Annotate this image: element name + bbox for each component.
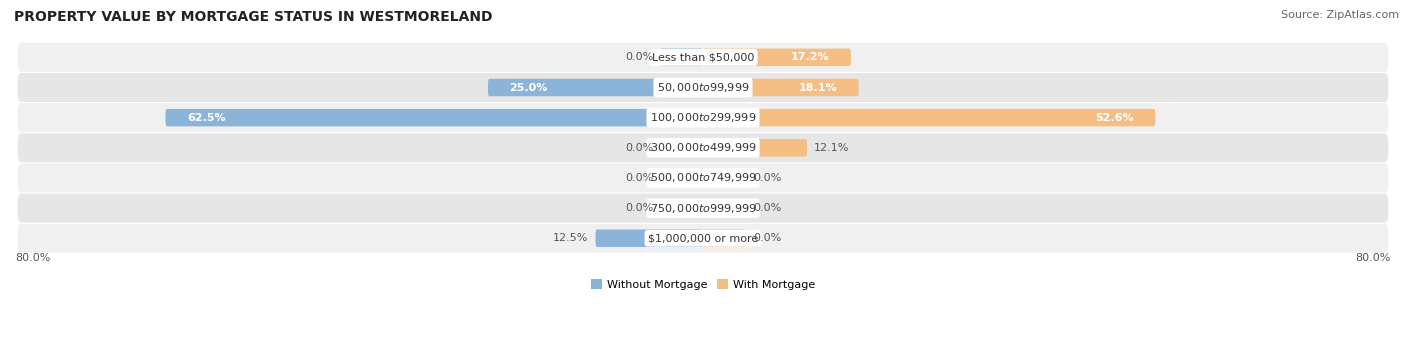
FancyBboxPatch shape	[18, 224, 1388, 253]
FancyBboxPatch shape	[703, 199, 747, 217]
FancyBboxPatch shape	[488, 79, 703, 96]
Text: 0.0%: 0.0%	[752, 173, 782, 183]
Text: 52.6%: 52.6%	[1095, 113, 1133, 123]
FancyBboxPatch shape	[659, 199, 703, 217]
FancyBboxPatch shape	[166, 109, 703, 127]
FancyBboxPatch shape	[659, 169, 703, 187]
FancyBboxPatch shape	[703, 169, 747, 187]
Text: $50,000 to $99,999: $50,000 to $99,999	[657, 81, 749, 94]
Text: 17.2%: 17.2%	[790, 53, 830, 62]
Text: 62.5%: 62.5%	[187, 113, 225, 123]
Text: $100,000 to $299,999: $100,000 to $299,999	[650, 111, 756, 124]
FancyBboxPatch shape	[703, 79, 859, 96]
FancyBboxPatch shape	[659, 49, 703, 66]
FancyBboxPatch shape	[596, 229, 703, 247]
FancyBboxPatch shape	[659, 139, 703, 157]
FancyBboxPatch shape	[18, 43, 1388, 72]
Text: 12.5%: 12.5%	[553, 233, 589, 243]
FancyBboxPatch shape	[18, 194, 1388, 223]
FancyBboxPatch shape	[18, 133, 1388, 162]
Text: 12.1%: 12.1%	[814, 143, 849, 153]
Text: 80.0%: 80.0%	[1355, 253, 1391, 263]
Text: 0.0%: 0.0%	[752, 203, 782, 213]
Text: $300,000 to $499,999: $300,000 to $499,999	[650, 141, 756, 154]
Text: 0.0%: 0.0%	[624, 173, 654, 183]
Text: 25.0%: 25.0%	[509, 83, 548, 92]
Legend: Without Mortgage, With Mortgage: Without Mortgage, With Mortgage	[586, 275, 820, 294]
Text: $750,000 to $999,999: $750,000 to $999,999	[650, 202, 756, 214]
Text: $500,000 to $749,999: $500,000 to $749,999	[650, 172, 756, 184]
FancyBboxPatch shape	[18, 163, 1388, 192]
FancyBboxPatch shape	[703, 229, 747, 247]
Text: 80.0%: 80.0%	[15, 253, 51, 263]
Text: 0.0%: 0.0%	[624, 203, 654, 213]
Text: 18.1%: 18.1%	[799, 83, 837, 92]
Text: Source: ZipAtlas.com: Source: ZipAtlas.com	[1281, 10, 1399, 20]
Text: 0.0%: 0.0%	[624, 53, 654, 62]
FancyBboxPatch shape	[703, 109, 1156, 127]
FancyBboxPatch shape	[18, 103, 1388, 132]
FancyBboxPatch shape	[703, 49, 851, 66]
FancyBboxPatch shape	[18, 73, 1388, 102]
Text: Less than $50,000: Less than $50,000	[652, 53, 754, 62]
FancyBboxPatch shape	[703, 139, 807, 157]
Text: 0.0%: 0.0%	[752, 233, 782, 243]
Text: $1,000,000 or more: $1,000,000 or more	[648, 233, 758, 243]
Text: 0.0%: 0.0%	[624, 143, 654, 153]
Text: PROPERTY VALUE BY MORTGAGE STATUS IN WESTMORELAND: PROPERTY VALUE BY MORTGAGE STATUS IN WES…	[14, 10, 492, 24]
